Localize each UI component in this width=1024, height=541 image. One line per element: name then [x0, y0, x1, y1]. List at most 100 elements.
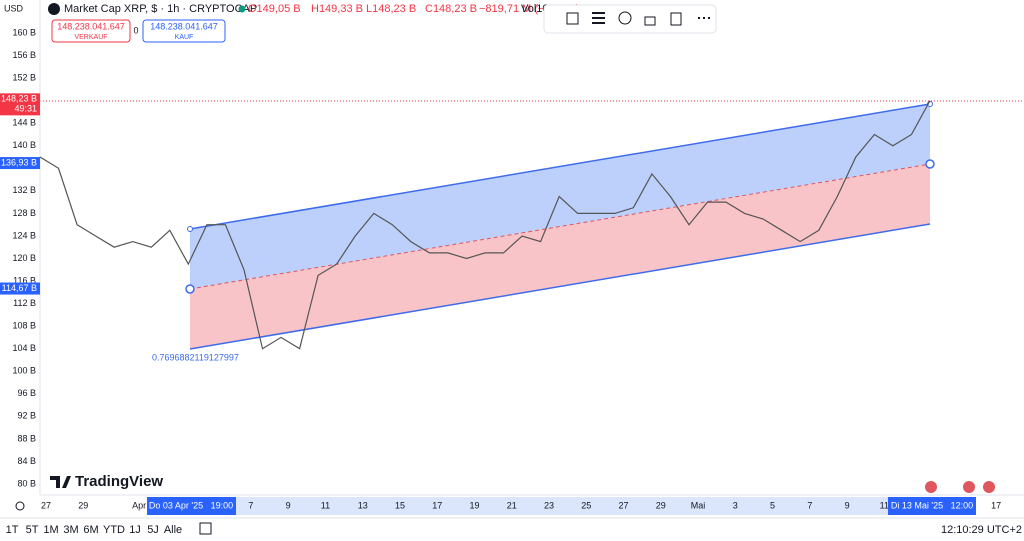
settings[interactable]: [15, 501, 25, 511]
drawing-toolbar: [543, 4, 717, 34]
x-tick-label: 13: [358, 500, 368, 510]
sell-price: 148.238.041.647: [57, 21, 125, 31]
date-range-icon[interactable]: [199, 522, 212, 535]
x-tick-label: 11: [880, 500, 889, 510]
x-tick-label: 11: [321, 500, 330, 510]
x-tick-label: 7: [807, 500, 812, 510]
x-tick-label: 7: [248, 500, 253, 510]
price-badge: [0, 93, 40, 116]
clock: 12:10:29 UTC+2: [941, 524, 1022, 536]
tool-icon[interactable]: [618, 11, 632, 25]
date-badge-label: Do 03 Apr '25 19:00: [149, 500, 233, 510]
handle[interactable]: [187, 226, 193, 232]
ohlc-value: O149,05 B: [248, 3, 301, 15]
symbol-icon: [48, 3, 60, 15]
y-tick-label: 96 B: [17, 388, 36, 398]
channel-top: [189, 103, 931, 230]
handle[interactable]: [185, 284, 195, 294]
status: [238, 5, 246, 13]
x-tick-label: Mai: [691, 500, 706, 510]
x-tick-label: 27: [41, 500, 51, 510]
buy-price: 148.238.041.647: [150, 21, 218, 31]
x-tick-label: 17: [991, 500, 1001, 510]
currency: USD: [4, 3, 24, 13]
tool-icon[interactable]: [592, 12, 605, 24]
y-tick-label: 140 B: [12, 140, 36, 150]
x-tick-label: Apr: [132, 500, 146, 510]
y-tick-label: 120 B: [12, 253, 36, 263]
x-tick-label: 21: [507, 500, 517, 510]
y-tick-label: 156 B: [12, 50, 36, 60]
y-tick-label: 100 B: [12, 366, 36, 376]
x-tick-label: 5: [770, 500, 775, 510]
buy-button[interactable]: [142, 19, 226, 43]
y-tick-label: 116 B: [13, 275, 36, 285]
x-tick-label: 23: [544, 500, 554, 510]
annotation: 0.7696882119127997: [152, 352, 239, 362]
sell-label: VERKAUF: [74, 34, 107, 41]
y-tick-label: 132 B: [12, 185, 36, 195]
countdown: 49:31: [14, 104, 37, 114]
y-tick-label: 88 B: [17, 433, 36, 443]
spread: 0: [133, 25, 138, 35]
y-tick-label: 112 B: [13, 298, 36, 308]
range-button[interactable]: 1J: [129, 524, 141, 536]
tool-icon[interactable]: [670, 12, 682, 26]
logo: TradingView: [75, 473, 163, 490]
price-badge-label: 148,23 B: [1, 94, 37, 104]
y-tick-label: 152 B: [12, 72, 36, 82]
y-tick-label: 144 B: [12, 118, 36, 128]
range-button[interactable]: YTD: [103, 524, 125, 536]
event-flag[interactable]: [983, 481, 995, 493]
channel-lower: [190, 164, 930, 349]
y-tick-label: 124 B: [12, 230, 36, 240]
ohlc-value: L148,23 B: [366, 3, 416, 15]
range-button[interactable]: 1M: [43, 524, 58, 536]
range-button[interactable]: 5J: [147, 524, 159, 536]
price-badge: [0, 282, 40, 295]
y-tick-label: 128 B: [12, 208, 36, 218]
x-range-highlight: [236, 497, 888, 515]
symbol: Market Cap XRP, $ · 1h · CRYPTOCAP: [64, 3, 257, 15]
x-tick-label: 15: [395, 500, 405, 510]
handle[interactable]: [925, 159, 935, 169]
y-tick-label: 92 B: [17, 411, 36, 421]
x-tick-label: 9: [286, 500, 291, 510]
x-tick-label: 25: [581, 500, 591, 510]
price-badge-label: 114,67 B: [2, 283, 37, 293]
buy-label: KAUF: [175, 34, 194, 41]
y-tick-label: 108 B: [12, 321, 36, 331]
price-series: [39, 100, 931, 350]
logo-icon: [50, 476, 71, 488]
range-button[interactable]: 3M: [63, 524, 78, 536]
price-badge-label: 136,93 B: [1, 157, 37, 167]
event-flag[interactable]: [925, 481, 937, 493]
date-badge: [888, 497, 976, 515]
date-badge: [147, 497, 236, 515]
sell-button[interactable]: [51, 19, 131, 43]
range-button[interactable]: 6M: [83, 524, 98, 536]
price-badge: [0, 157, 40, 170]
y-tick-label: 84 B: [17, 456, 36, 466]
range-button[interactable]: 5T: [26, 524, 39, 536]
date-badge-label: Di 13 Mai '25 12:00: [891, 500, 973, 510]
x-tick-label: 29: [78, 500, 88, 510]
x-tick-label: 17: [432, 500, 442, 510]
ohlc-value: H149,33 B: [311, 3, 363, 15]
channel-mid: [189, 163, 931, 290]
tool-icon[interactable]: [644, 16, 656, 26]
x-tick-label: 9: [845, 500, 850, 510]
event-flag[interactable]: [963, 481, 975, 493]
x-tick-label: 29: [656, 500, 666, 510]
range-button[interactable]: 1T: [6, 524, 19, 536]
ohlc-value: C148,23 B: [425, 3, 477, 15]
x-tick-label: 3: [733, 500, 738, 510]
y-tick-label: 104 B: [12, 343, 36, 353]
x-tick-label: 27: [619, 500, 629, 510]
volume: Vol10: [521, 3, 549, 15]
range-button[interactable]: Alle: [164, 524, 182, 536]
tool-icon[interactable]: [566, 12, 579, 25]
channel-bottom: [189, 223, 931, 350]
